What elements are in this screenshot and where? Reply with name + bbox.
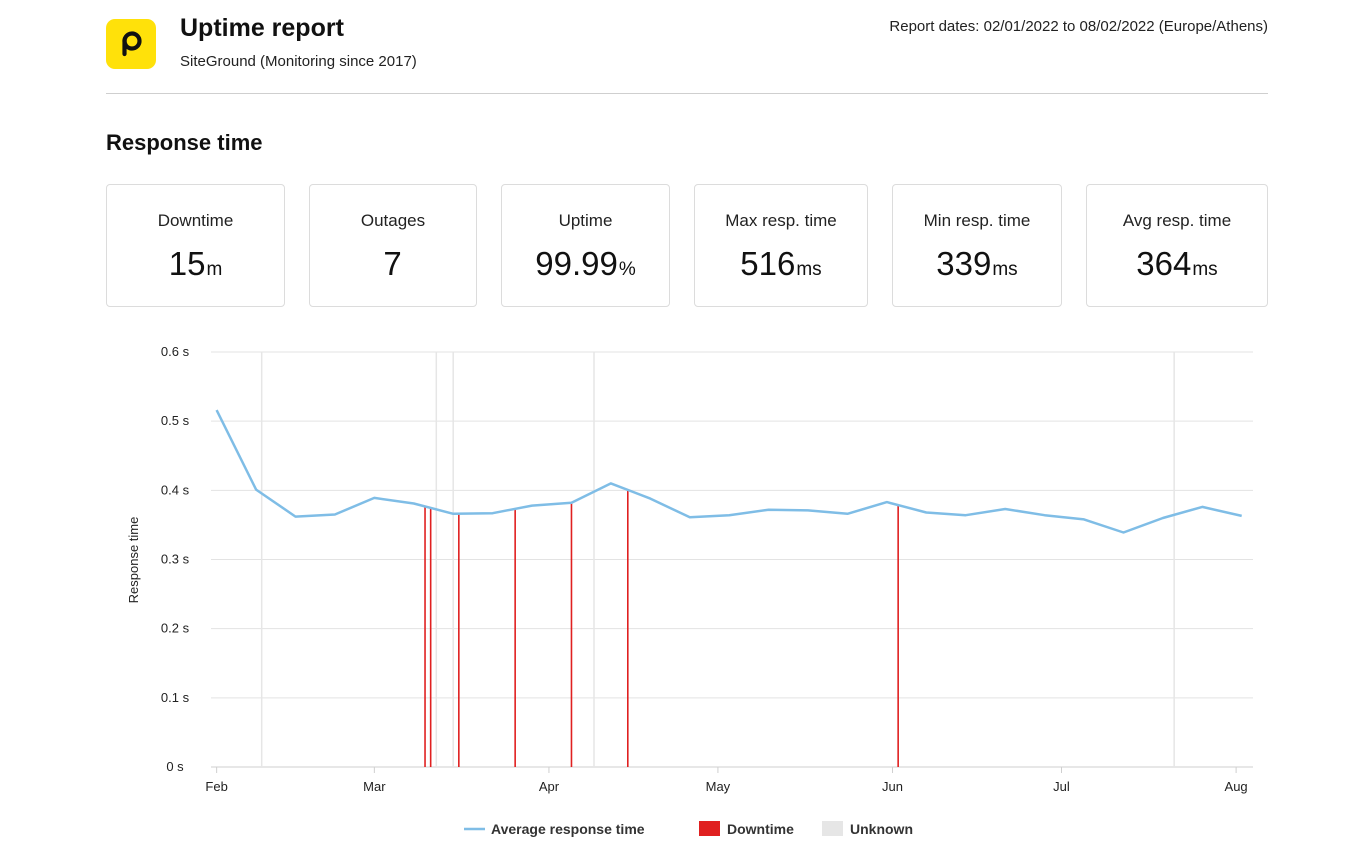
stat-number: 364: [1136, 245, 1192, 282]
stat-label: Max resp. time: [725, 211, 837, 230]
stat-unit: ms: [1192, 259, 1218, 280]
grid-layer: [211, 351, 1253, 768]
stat-label: Uptime: [558, 211, 613, 230]
x-tick-label: Feb: [205, 779, 227, 794]
legend-label: Unknown: [850, 821, 913, 837]
stat-number: 15: [168, 245, 206, 282]
x-tick-label: Jun: [882, 779, 903, 794]
x-tick-label: Mar: [363, 779, 386, 794]
y-tick-label: 0.3 s: [161, 552, 190, 567]
stat-number: 516: [740, 245, 796, 282]
x-tick-label: Jul: [1053, 779, 1070, 794]
stat-card-downtime: Downtime 15m: [106, 184, 285, 307]
stat-unit: ms: [992, 259, 1018, 280]
stat-number: 7: [383, 245, 402, 282]
header-divider: [106, 93, 1268, 94]
y-axis-title: Response time: [126, 517, 141, 604]
unknown-layer: [260, 352, 1175, 767]
stat-label: Min resp. time: [923, 211, 1031, 230]
stat-unit: ms: [796, 259, 822, 280]
x-tick-layer: Feb Mar Apr May Jun Jul Aug: [205, 767, 1248, 794]
stat-value: 364ms: [1087, 245, 1267, 283]
stat-value: 15m: [107, 245, 284, 283]
legend-downtime-swatch: [699, 821, 720, 836]
stat-card-uptime: Uptime 99.99%: [501, 184, 670, 307]
y-tick-layer: 0 s 0.1 s 0.2 s 0.3 s 0.4 s 0.5 s 0.6 s: [161, 344, 190, 774]
stat-value: 516ms: [695, 245, 867, 283]
stat-card-outages: Outages 7: [309, 184, 477, 307]
stat-card-avg-resp-time: Avg resp. time 364ms: [1086, 184, 1268, 307]
y-tick-label: 0.2 s: [161, 621, 190, 636]
y-tick-label: 0.4 s: [161, 482, 190, 497]
report-dates: Report dates: 02/01/2022 to 08/02/2022 (…: [889, 18, 1268, 35]
legend-label: Downtime: [727, 821, 794, 837]
pingdom-logo-icon: [106, 19, 156, 69]
stat-number: 339: [936, 245, 992, 282]
y-tick-label: 0.6 s: [161, 344, 190, 359]
stat-unit: m: [206, 259, 223, 280]
report-title: Uptime report: [180, 14, 344, 42]
downtime-layer: [424, 489, 899, 767]
y-tick-label: 0 s: [166, 759, 184, 774]
stat-label: Outages: [360, 211, 426, 230]
y-tick-label: 0.5 s: [161, 413, 190, 428]
legend-unknown-swatch: [822, 821, 843, 836]
stat-value: 7: [310, 245, 476, 283]
section-title: Response time: [106, 130, 263, 155]
stat-value: 99.99%: [502, 245, 669, 283]
stat-card-max-resp-time: Max resp. time 516ms: [694, 184, 868, 307]
stat-card-min-resp-time: Min resp. time 339ms: [892, 184, 1062, 307]
stat-label: Avg resp. time: [1122, 211, 1232, 230]
stat-unit: %: [618, 259, 636, 280]
average-response-time-line: [215, 409, 1242, 534]
report-subtitle: SiteGround (Monitoring since 2017): [180, 53, 417, 70]
y-tick-label: 0.1 s: [161, 690, 190, 705]
x-tick-label: Aug: [1225, 779, 1248, 794]
response-time-chart: 0 s 0.1 s 0.2 s 0.3 s 0.4 s 0.5 s 0.6 s Feb Mar…: [126, 344, 1253, 837]
stat-value: 339ms: [893, 245, 1061, 283]
x-tick-label: May: [706, 779, 731, 794]
legend-label: Average response time: [491, 821, 645, 837]
stat-label: Downtime: [157, 211, 234, 230]
stat-number: 99.99: [535, 245, 618, 282]
chart-legend: Average response time Downtime Unknown: [464, 821, 913, 837]
x-tick-label: Apr: [539, 779, 560, 794]
line-layer: [215, 409, 1242, 534]
